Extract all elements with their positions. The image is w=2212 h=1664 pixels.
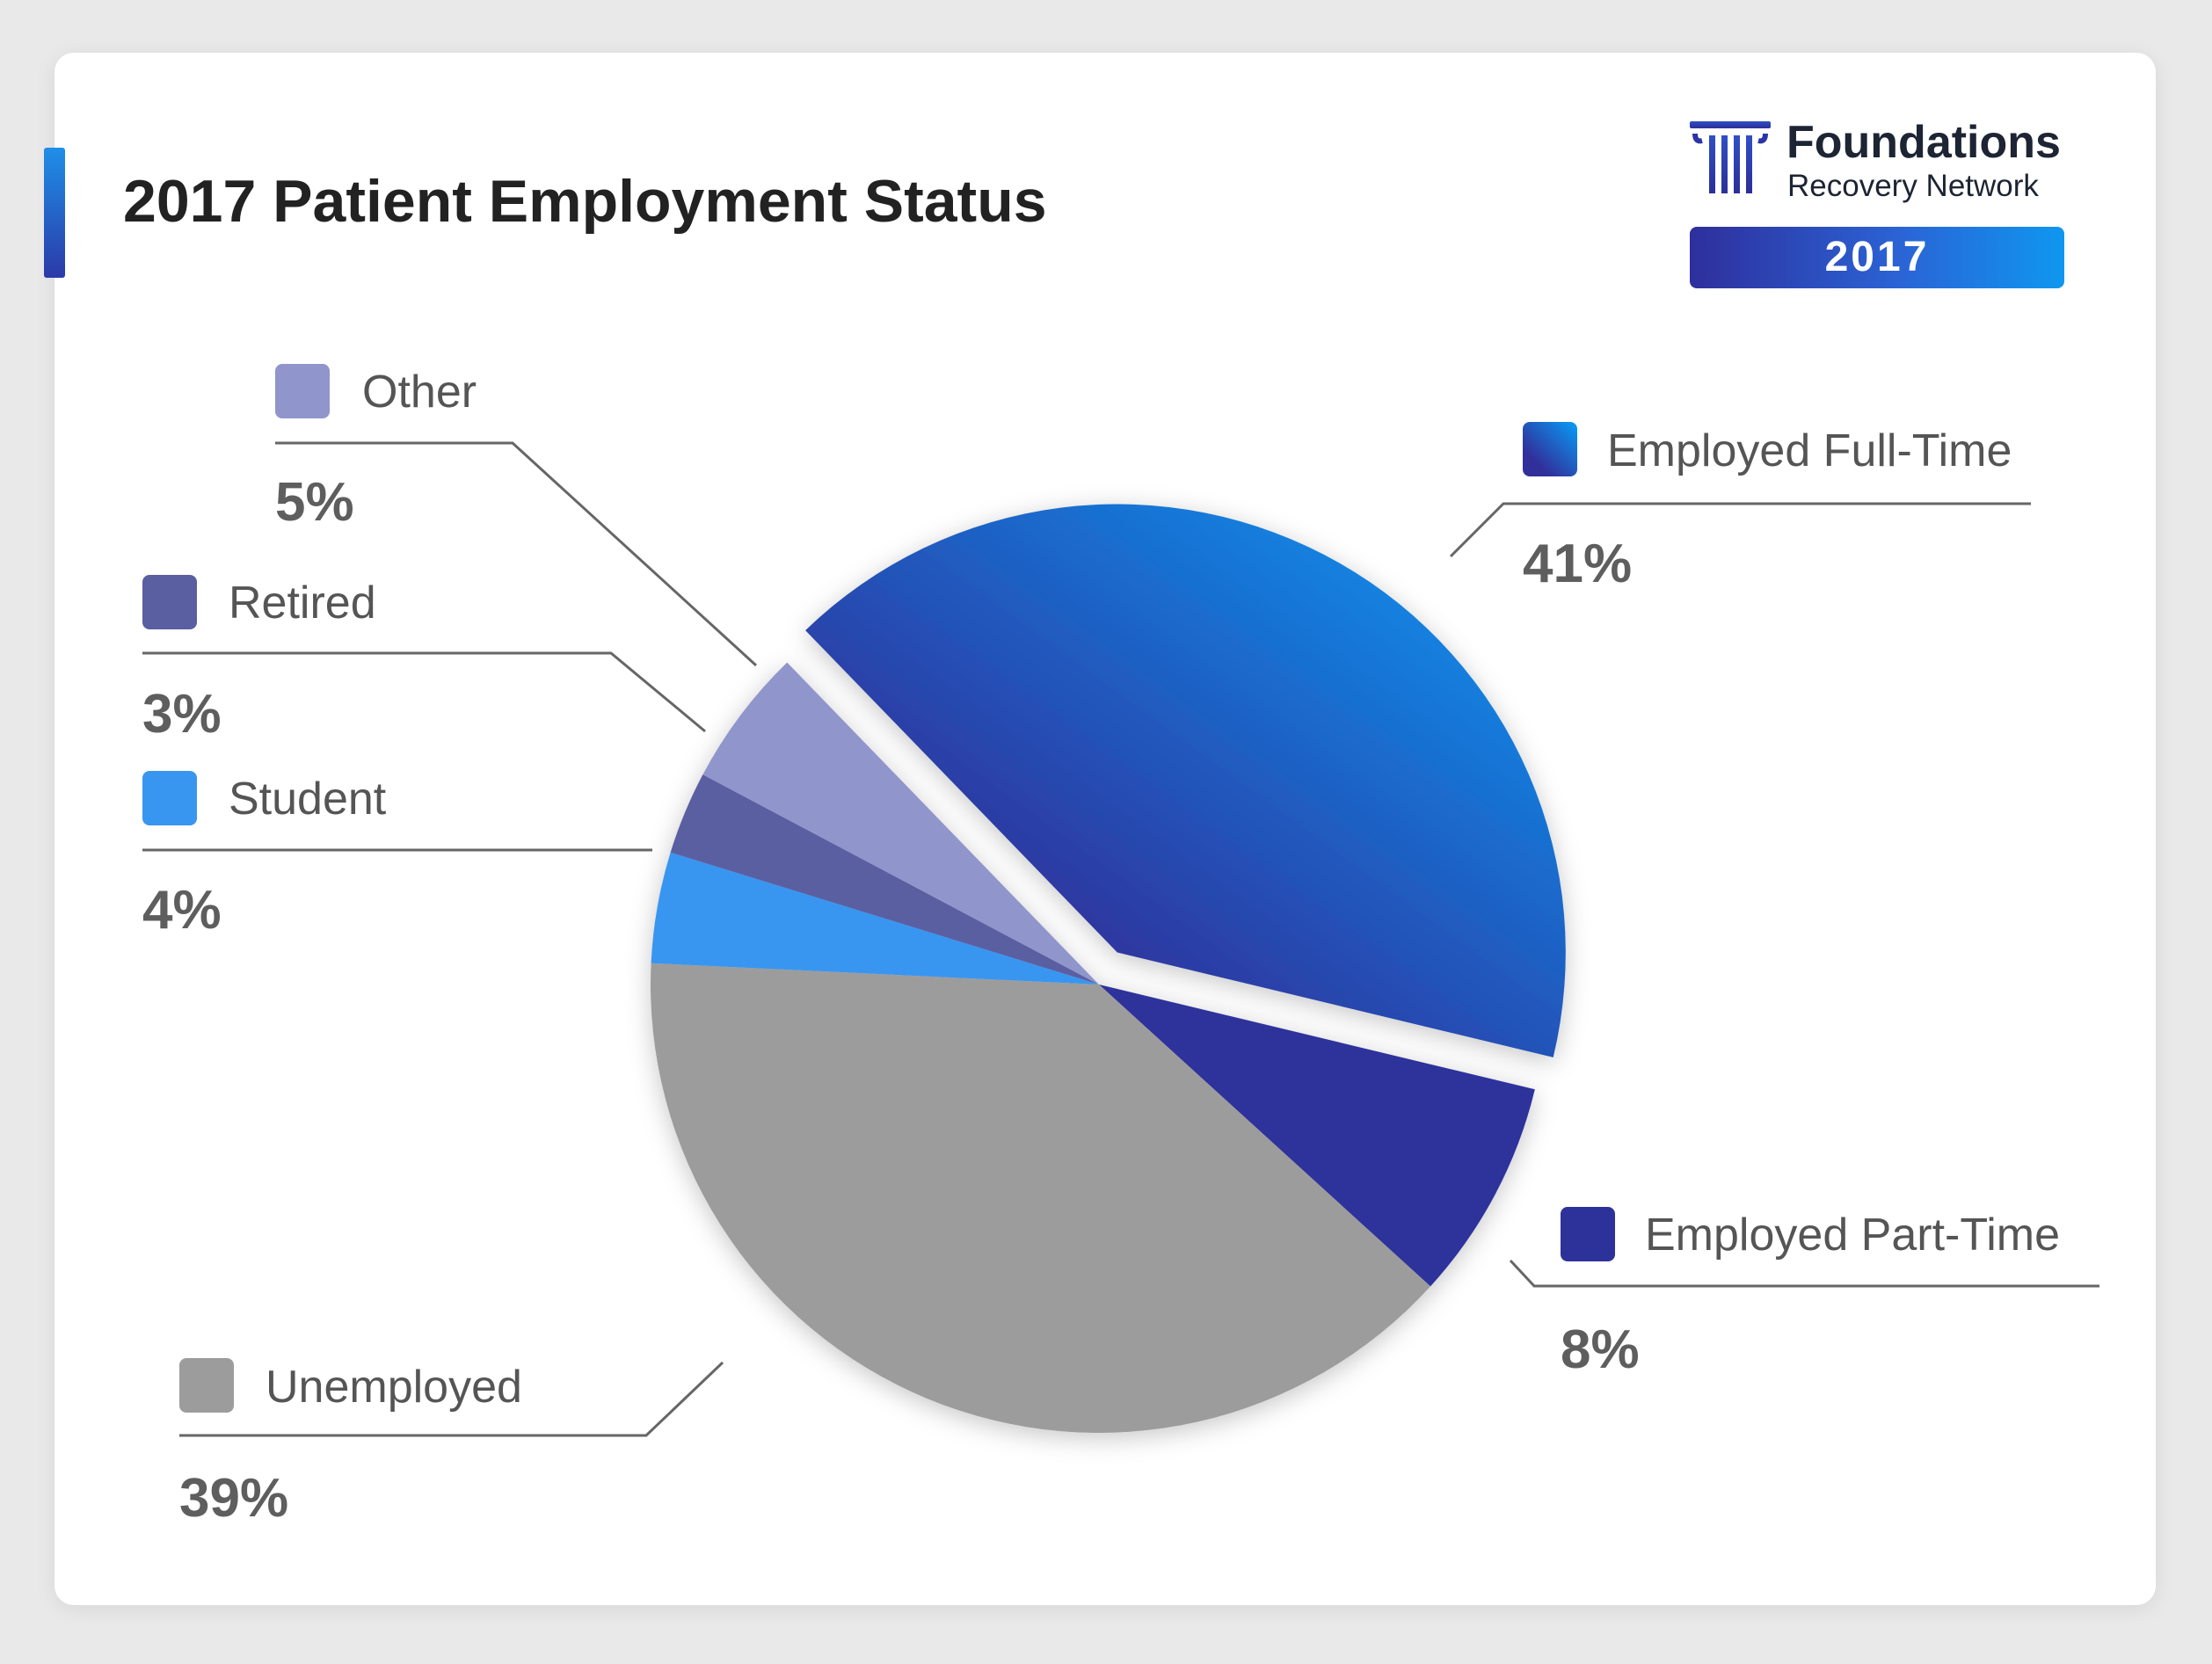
pie-slice-unemployed xyxy=(651,963,1431,1434)
legend-label-employed-part-time: Employed Part-Time xyxy=(1645,1210,2060,1261)
pie-slice-other xyxy=(702,662,1099,985)
legend-label-other: Other xyxy=(362,367,477,418)
page-title: 2017 Patient Employment Status xyxy=(123,168,1047,235)
legend-value-student: 4% xyxy=(142,880,222,941)
legend-swatch-employed-part-time xyxy=(1561,1207,1615,1261)
legend-value-employed-full-time: 41% xyxy=(1523,534,1632,594)
legend-swatch-unemployed xyxy=(179,1358,234,1413)
legend-value-unemployed: 39% xyxy=(179,1468,288,1529)
leader-line-unemployed xyxy=(179,1361,724,1437)
leader-line-employed-part-time xyxy=(1509,1259,2099,1288)
legend-label-retired: Retired xyxy=(229,578,376,629)
pie-slice-student xyxy=(651,852,1099,985)
pie-slice-employed-full-time xyxy=(805,504,1566,1057)
legend-swatch-other xyxy=(275,364,330,418)
pie-legend: Employed Full-Time 41% Employed Part-Time 8… xyxy=(142,364,2099,1529)
pie-slice-employed-part-time xyxy=(1099,985,1535,1287)
legend-label-student: Student xyxy=(229,774,387,825)
brand-logo-icon xyxy=(1690,121,1771,193)
leader-line-retired xyxy=(142,651,706,733)
leader-line-other xyxy=(275,441,758,667)
leader-line-employed-full-time xyxy=(1449,502,2031,558)
legend-label-employed-full-time: Employed Full-Time xyxy=(1607,425,2012,476)
pie-slice-retired xyxy=(670,774,1099,985)
legend-swatch-employed-full-time xyxy=(1523,422,1577,476)
year-badge: 2017 xyxy=(1690,227,2064,288)
legend-swatch-student xyxy=(142,771,197,825)
legend-value-employed-part-time: 8% xyxy=(1561,1319,1640,1380)
brand-name: Foundations xyxy=(1786,117,2061,168)
legend-value-other: 5% xyxy=(275,472,354,533)
legend-swatch-retired xyxy=(142,575,197,629)
title-accent-bar xyxy=(44,148,65,278)
brand-subtitle: Recovery Network xyxy=(1787,169,2039,203)
legend-label-unemployed: Unemployed xyxy=(266,1362,522,1413)
pie-slices xyxy=(651,504,1566,1434)
legend-value-retired: 3% xyxy=(142,684,222,745)
